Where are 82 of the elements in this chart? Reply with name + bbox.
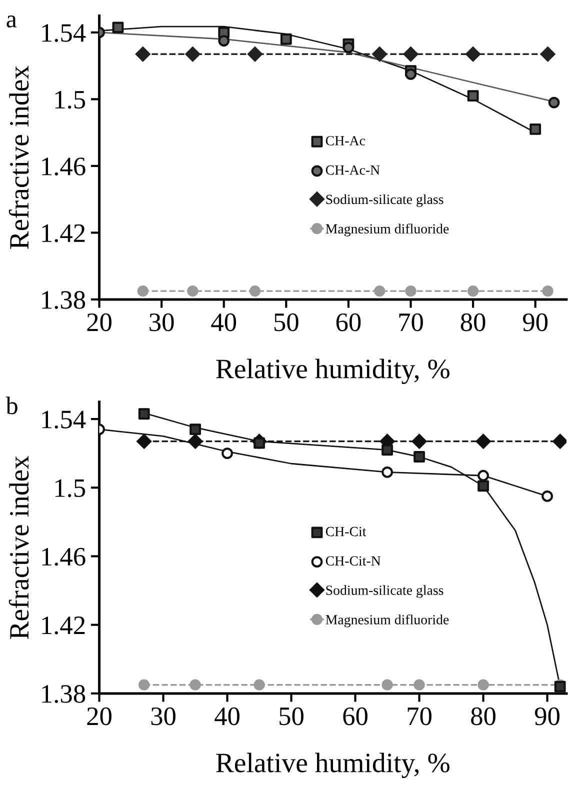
y-tick-label: 1.5 — [55, 479, 86, 498]
y-tick-label: 1.38 — [42, 685, 86, 703]
x-tick-label: 90 — [534, 707, 560, 726]
y-tick-label: 1.46 — [42, 548, 86, 566]
point — [476, 434, 491, 449]
x-tick-label: 40 — [214, 707, 240, 726]
point — [412, 434, 427, 449]
point — [188, 434, 203, 449]
point — [552, 434, 566, 449]
y-tick-label: 1.54 — [42, 410, 86, 429]
point — [280, 33, 292, 45]
point — [382, 444, 393, 456]
point — [137, 286, 148, 297]
point — [372, 46, 388, 62]
x-tick-label: 70 — [408, 707, 432, 726]
point — [542, 286, 554, 297]
x-tick-label: 30 — [150, 313, 174, 332]
point — [548, 96, 560, 108]
point — [138, 679, 150, 690]
x-axis-title: Relative humidity, % — [216, 752, 450, 778]
point — [403, 46, 418, 62]
point — [414, 679, 425, 690]
legend-label: Magnesium difluoride — [326, 224, 449, 236]
point — [222, 448, 233, 460]
x-tick-label: 80 — [460, 313, 486, 332]
y-tick-label: 1.5 — [55, 90, 86, 109]
point — [478, 679, 489, 690]
point — [249, 286, 261, 297]
legend-label: Magnesium difluoride — [326, 614, 449, 628]
point — [185, 46, 200, 62]
y-tick-label: 1.42 — [42, 616, 85, 634]
x-tick-label: 90 — [522, 313, 548, 332]
x-axis-title: Relative humidity, % — [216, 358, 450, 384]
y-axis-title: Refractive index — [8, 66, 29, 249]
legend-label: CH-Ac-N — [326, 165, 380, 175]
x-tick-label: 70 — [399, 313, 423, 332]
point — [190, 679, 201, 690]
x-tick-label: 40 — [211, 313, 236, 332]
legend-label: CH-Cit — [326, 526, 366, 536]
point — [135, 46, 150, 62]
point — [542, 490, 553, 502]
legend-label: CH-Ac — [326, 136, 366, 146]
legend-label: CH-Cit-N — [326, 556, 381, 566]
x-tick-label: 50 — [280, 707, 304, 726]
point — [187, 286, 198, 297]
y-tick-label: 1.42 — [42, 224, 85, 242]
point — [467, 90, 479, 102]
point — [382, 466, 393, 478]
point — [478, 480, 489, 492]
y-tick-label: 1.46 — [42, 158, 86, 176]
point — [540, 46, 556, 62]
x-tick-label: 30 — [151, 707, 176, 726]
point — [136, 434, 152, 449]
legend-label: Sodium-silicate glass — [326, 585, 444, 598]
chart-title: b — [6, 396, 18, 414]
point — [465, 46, 481, 62]
point — [247, 46, 263, 62]
legend-label: Sodium-silicate glass — [326, 194, 444, 207]
x-tick-label: 20 — [87, 313, 112, 332]
point — [112, 22, 124, 34]
y-tick-label: 1.54 — [42, 24, 86, 42]
x-tick-label: 80 — [471, 707, 496, 726]
point — [405, 286, 416, 297]
point — [478, 470, 489, 482]
point — [254, 679, 265, 690]
point — [405, 68, 416, 80]
y-tick-label: 1.38 — [42, 291, 86, 309]
point — [218, 35, 230, 46]
y-axis-title: Refractive index — [8, 456, 29, 640]
x-tick-label: 50 — [274, 313, 298, 332]
x-tick-label: 20 — [87, 707, 112, 726]
point — [190, 424, 201, 436]
point — [530, 124, 542, 135]
point — [138, 408, 150, 420]
point — [374, 286, 386, 297]
point — [382, 679, 393, 690]
x-tick-label: 60 — [336, 313, 361, 332]
point — [467, 286, 479, 297]
x-tick-label: 60 — [343, 707, 368, 726]
point — [342, 42, 354, 54]
chart-title: a — [6, 16, 17, 28]
point — [414, 451, 425, 462]
